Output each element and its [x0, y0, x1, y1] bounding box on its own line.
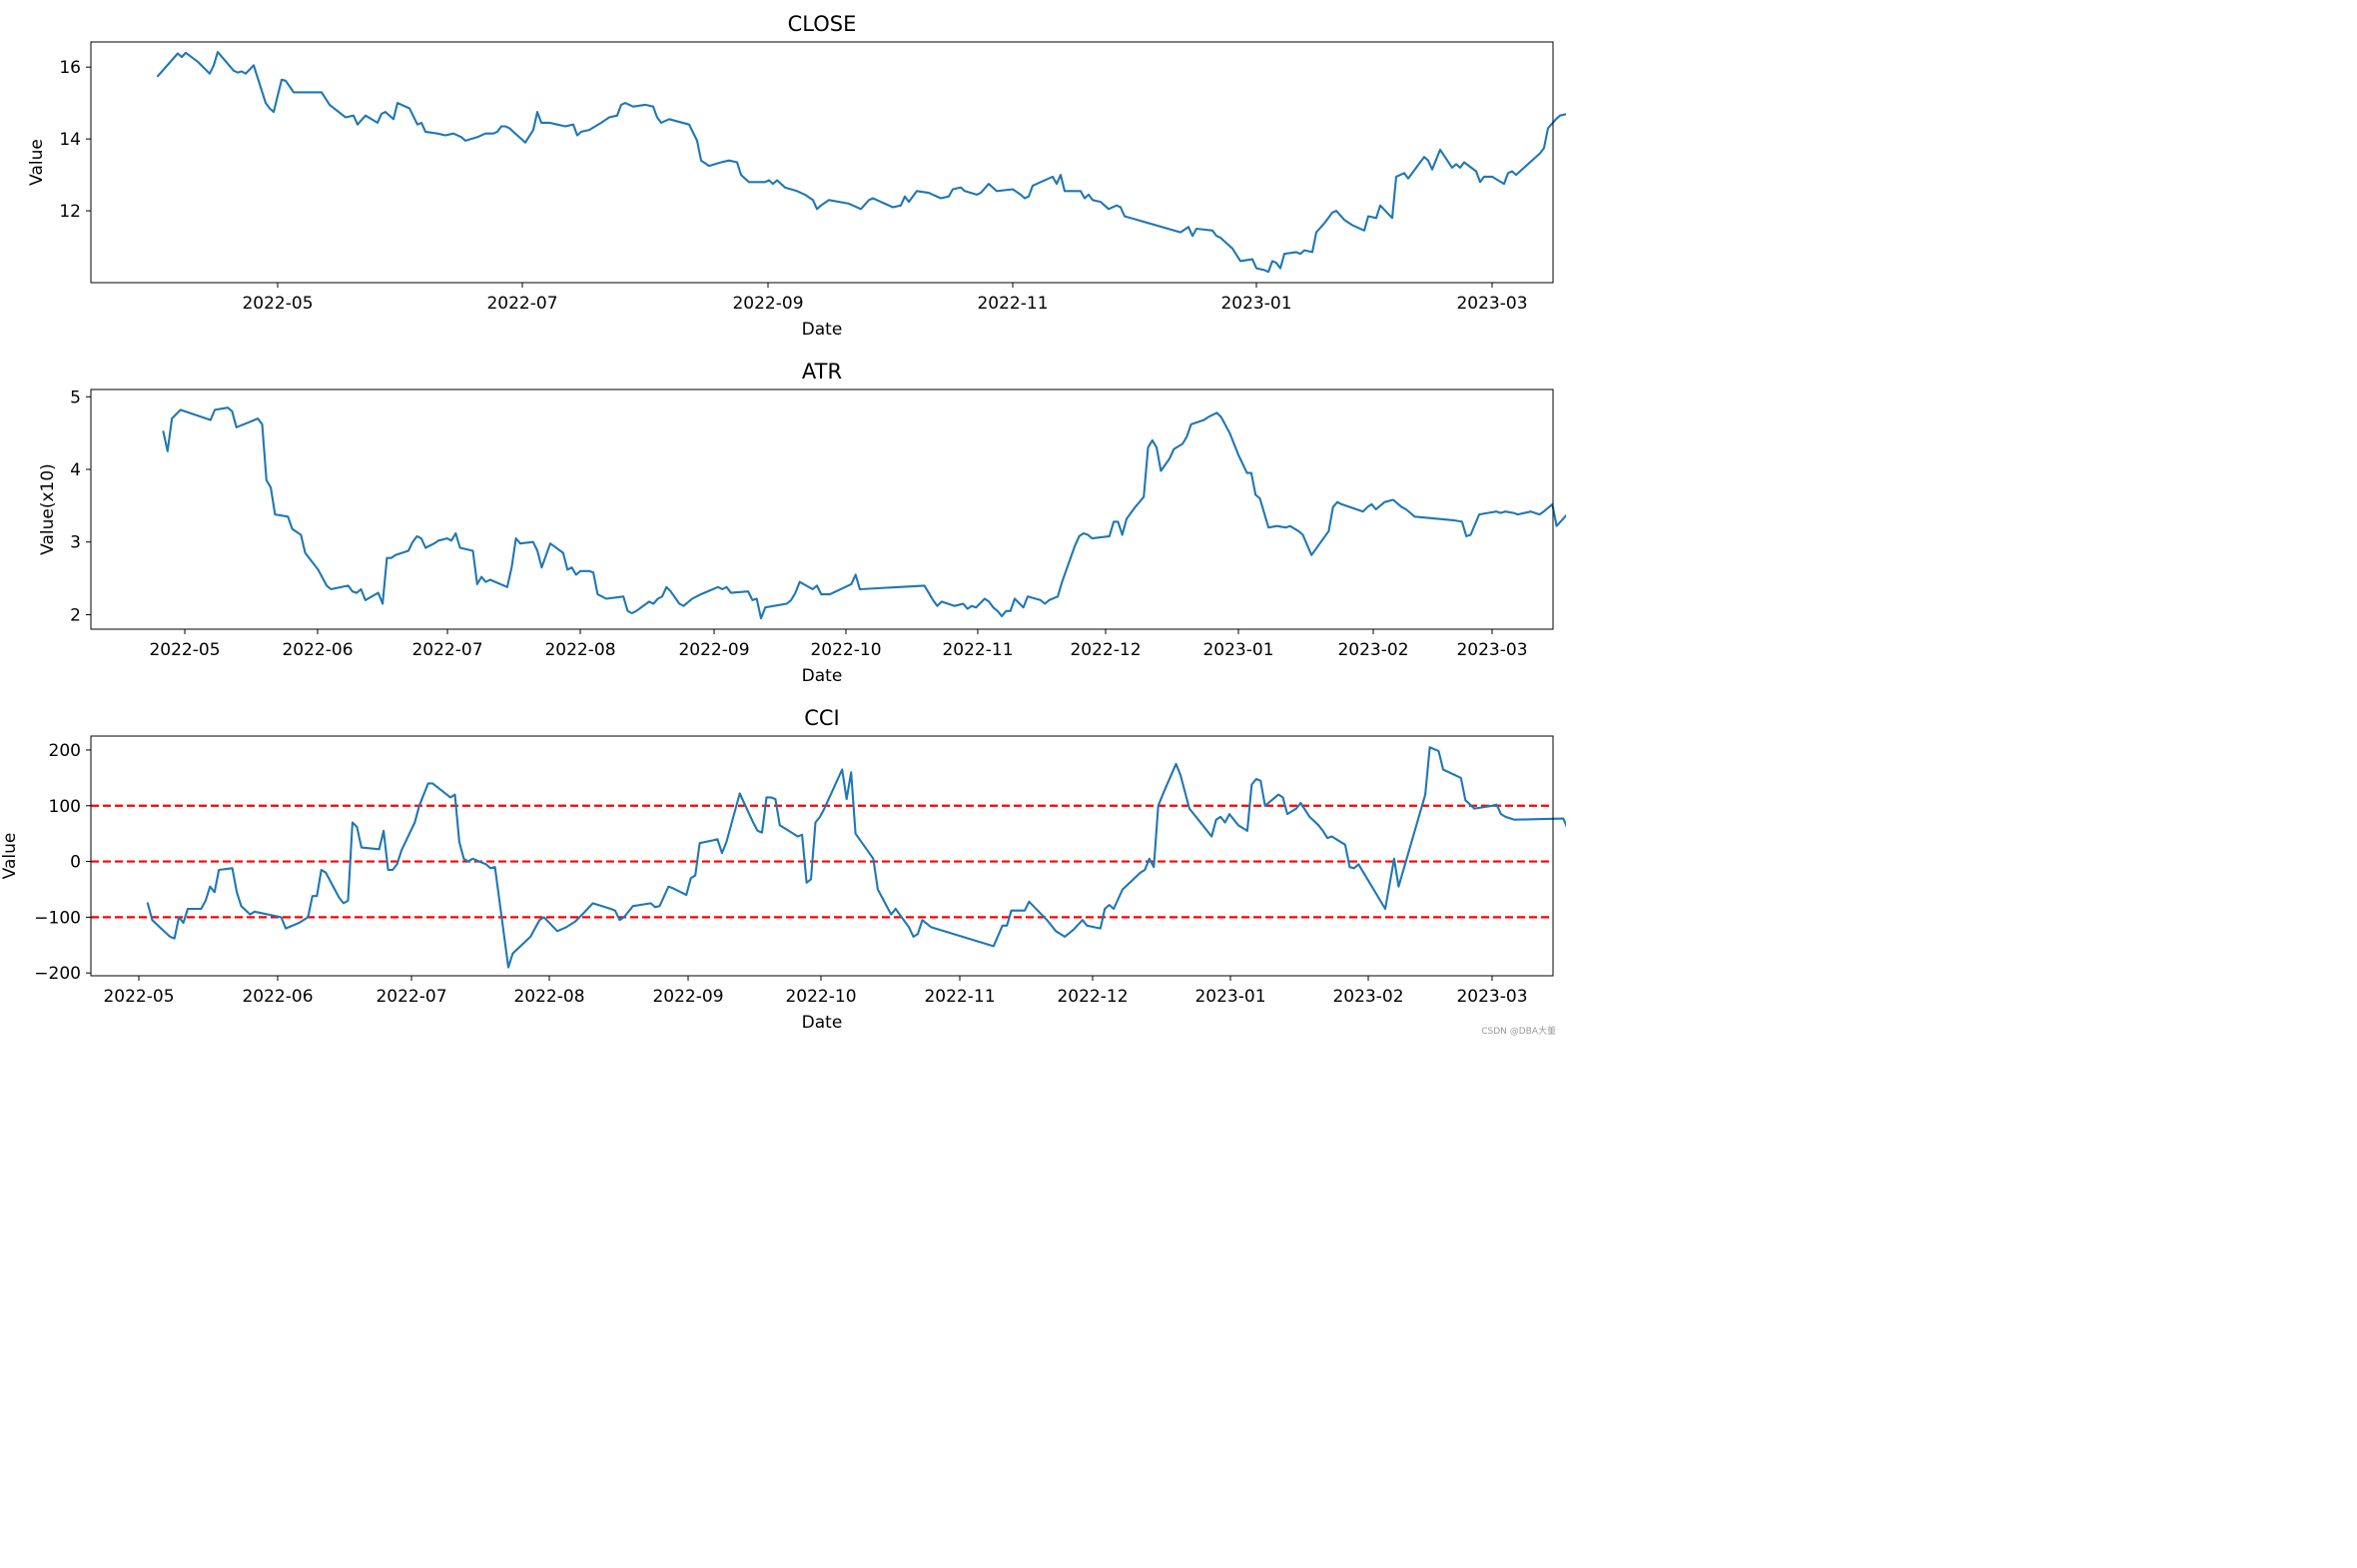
- cci-x-tick-label: 2022-12: [1057, 987, 1128, 1007]
- atr-x-tick-label: 2022-05: [149, 640, 220, 660]
- atr-x-tick-label: 2022-12: [1070, 640, 1141, 660]
- chart-panel-2: 2022-05 2022-06 2022-07 2022-08 2022-09 2022-…: [38, 360, 1566, 686]
- cci-axes-frame: [90, 735, 1554, 977]
- close-x-tick-label: 2023-03: [1456, 294, 1527, 314]
- atr-x-tick-label: 2022-09: [678, 640, 749, 660]
- atr-y-tick-label: 3: [70, 533, 81, 553]
- cci-x-tick-label: 2023-03: [1456, 987, 1527, 1007]
- cci-x-tick-label: 2022-08: [513, 987, 584, 1007]
- close-x-tick-label: 2022-05: [242, 294, 313, 314]
- close-x-tick-label: 2022-07: [486, 294, 557, 314]
- cci-x-tick-label: 2022-05: [103, 987, 174, 1007]
- close-axes-frame: [90, 41, 1554, 284]
- close-x-tick-label: 2023-01: [1220, 294, 1291, 314]
- cci-series-line: [146, 746, 1566, 969]
- cci-x-tick-label: 2022-10: [785, 987, 856, 1007]
- cci-x-tick-label: 2022-09: [652, 987, 723, 1007]
- atr-x-tick-label: 2023-02: [1337, 640, 1408, 660]
- figure: 2022-05 2022-07 2022-09 2022-11 2023-01 2023-…: [0, 12, 1566, 1033]
- atr-y-axis-label: Value(x10): [38, 463, 58, 555]
- atr-x-axis-label: Date: [802, 666, 843, 686]
- close-chart-title: CLOSE: [788, 12, 857, 36]
- close-y-axis-label: Value: [27, 139, 47, 186]
- atr-axes-frame: [90, 389, 1554, 630]
- atr-x-tick-label: 2022-10: [810, 640, 881, 660]
- cci-x-axis-label: Date: [802, 1013, 843, 1033]
- cci-y-tick-label: 0: [70, 853, 81, 873]
- close-y-tick-label: 12: [59, 202, 81, 222]
- cci-chart-title: CCI: [804, 706, 840, 730]
- atr-y-tick-label: 5: [70, 388, 81, 407]
- watermark: CSDN @DBA大董: [1481, 1027, 1556, 1037]
- close-x-tick-label: 2022-09: [732, 294, 803, 314]
- cci-y-tick-label: −200: [34, 964, 81, 984]
- close-series-line: [156, 51, 1566, 274]
- cci-x-tick-label: 2022-07: [376, 987, 446, 1007]
- chart-panel-1: 2022-05 2022-07 2022-09 2022-11 2023-01 2023-…: [27, 12, 1566, 340]
- cci-x-tick-label: 2022-11: [924, 987, 995, 1007]
- atr-x-tick-label: 2023-01: [1202, 640, 1273, 660]
- close-x-tick-label: 2022-11: [977, 294, 1048, 314]
- atr-x-tick-label: 2022-08: [544, 640, 615, 660]
- atr-y-tick-label: 2: [70, 605, 81, 625]
- cci-y-tick-label: 200: [49, 741, 81, 761]
- atr-y-tick-label: 4: [70, 460, 81, 480]
- atr-x-tick-label: 2022-06: [282, 640, 353, 660]
- atr-chart-title: ATR: [802, 360, 842, 384]
- atr-x-tick-label: 2023-03: [1456, 640, 1527, 660]
- close-y-tick-label: 14: [59, 130, 81, 150]
- close-x-axis-label: Date: [802, 320, 843, 340]
- cci-y-tick-label: 100: [49, 797, 81, 817]
- atr-x-tick-label: 2022-07: [411, 640, 482, 660]
- atr-series-line: [162, 406, 1566, 620]
- cci-y-axis-label: Value: [0, 833, 20, 880]
- cci-x-tick-label: 2023-01: [1194, 987, 1265, 1007]
- cci-y-tick-label: −100: [34, 908, 81, 928]
- cci-x-tick-label: 2023-02: [1332, 987, 1403, 1007]
- chart-panel-3: 2022-05 2022-06 2022-07 2022-08 2022-09 2022-…: [0, 706, 1566, 1033]
- close-y-tick-label: 16: [59, 58, 81, 78]
- cci-x-tick-label: 2022-06: [242, 987, 313, 1007]
- atr-x-tick-label: 2022-11: [942, 640, 1013, 660]
